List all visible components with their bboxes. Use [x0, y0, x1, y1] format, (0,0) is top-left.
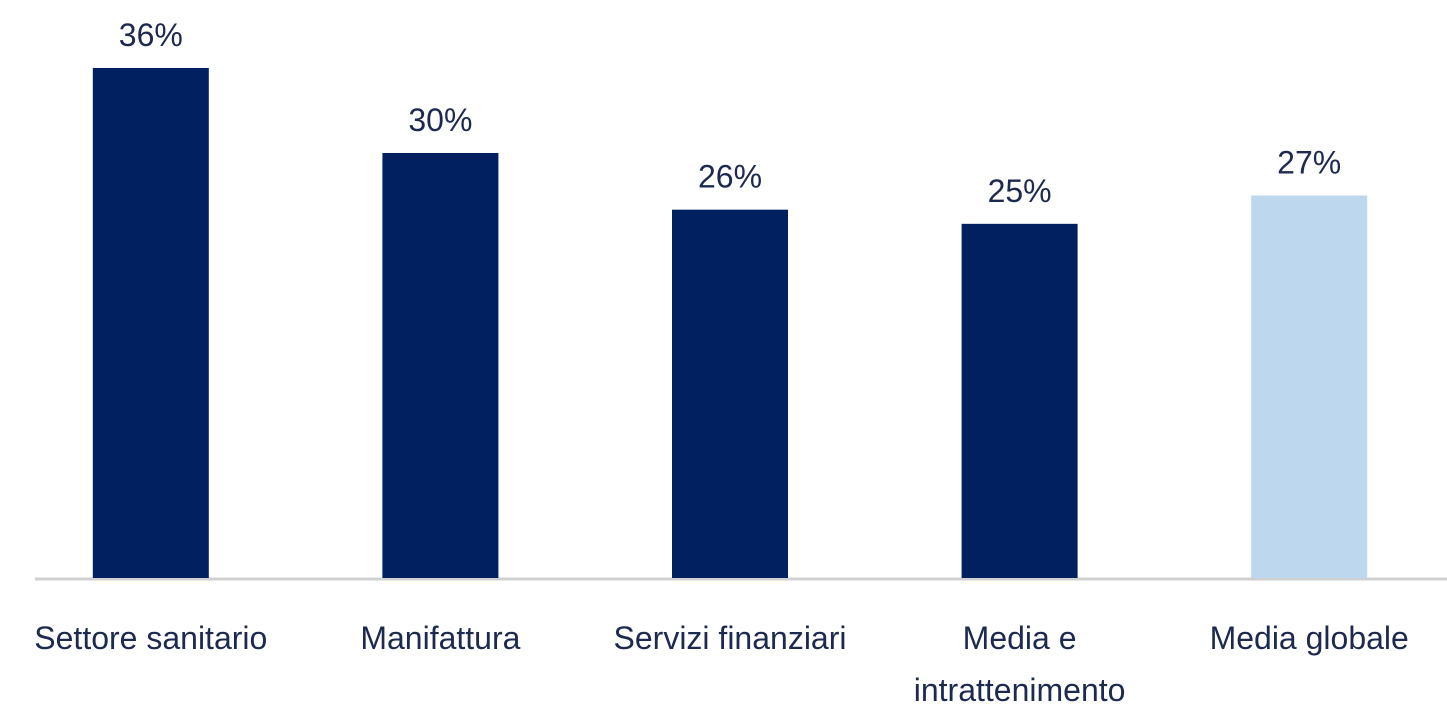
bar	[672, 209, 788, 578]
x-tick-label: Media e intrattenimento	[913, 620, 1126, 705]
value-label: 27%	[1277, 145, 1341, 181]
value-label: 25%	[988, 173, 1052, 209]
value-label: 36%	[119, 17, 183, 53]
x-tick-label: Settore sanitario	[34, 620, 268, 656]
value-label: 30%	[408, 102, 472, 138]
bar	[1251, 195, 1368, 578]
value-label: 26%	[698, 159, 762, 195]
bar	[382, 153, 499, 578]
x-tick-label: Manifattura	[360, 620, 521, 656]
x-tick-label: Servizi finanziari	[613, 620, 847, 656]
bar	[92, 68, 209, 578]
bar	[961, 223, 1078, 579]
x-tick-label: Media globale	[1209, 620, 1409, 656]
